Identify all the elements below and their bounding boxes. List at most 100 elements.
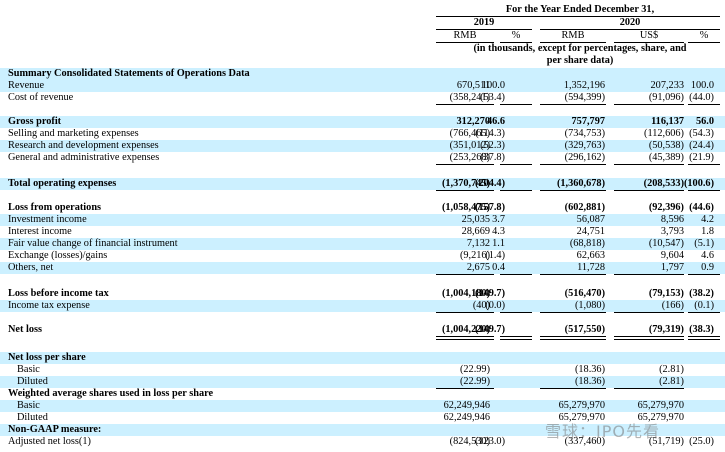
row-value: (516,470) [564,288,605,299]
total-underline [436,312,494,313]
row-label: Research and development expenses [8,140,159,151]
total-underline [436,190,494,191]
row-label: Net loss per share [8,352,86,363]
table-row: Revenue 670,511 100.0 1,352,196 207,233 100.0 [0,80,725,92]
table-row: Loss before income tax (1,004,180) (149.7)… [0,288,725,300]
total-underline [436,164,494,165]
row-label: Net loss [8,324,43,335]
table-row: Net loss per share [0,352,725,364]
table-row: Interest income 28,669 4.3 24,751 3,793 1.8 [0,226,725,238]
total-underline [614,388,684,389]
table-row: Income tax expense (40) (0.0) (1,080) (166) (… [0,300,725,312]
usd-2020-underline [614,42,684,43]
row-label: Diluted [17,412,48,423]
row-value: (22.99) [459,364,490,375]
row-value: (1,058,475) [441,202,490,213]
row-value: (149.7) [474,288,505,299]
row-value: 757,797 [571,116,605,127]
row-value: (1,370,745) [441,178,490,189]
period-underline [436,16,720,17]
row-value: (79,319) [648,324,684,335]
row-value: 46.6 [486,116,505,127]
total-underline [614,164,684,165]
row-label: Adjusted net loss(1) [8,436,91,447]
row-value: 1.8 [701,226,714,237]
row-value: (123.0) [474,436,505,447]
row-value: (517,550) [564,324,605,335]
row-value: 100.0 [690,80,714,91]
row-value: (38.3) [689,324,714,335]
pct-2020-underline [688,42,720,43]
table-row: Summary Consolidated Statements of Opera… [0,68,725,80]
period-header: For the Year Ended December 31, [505,4,655,15]
row-value: (18.36) [574,376,605,387]
table-row: Research and development expenses (351,01… [0,140,725,152]
row-label: Loss from operations [8,202,102,213]
row-value: (149.7) [474,324,505,335]
row-value: 207,233 [650,80,684,91]
row-label: Non-GAAP measure: [8,424,102,435]
row-value: (22.99) [459,376,490,387]
row-value: 3.7 [492,214,505,225]
row-value: (253,268) [449,152,490,163]
row-value: (37.8) [480,152,505,163]
table-row: Basic 62,249,946 65,279,970 65,279,970 [0,400,725,412]
row-value: (824,530) [449,436,490,447]
row-value: (100.6) [683,178,714,189]
total-underline [688,190,720,191]
table-row: Diluted (22.99) (18.36) (2.81) [0,376,725,388]
row-value: (0.1) [694,300,714,311]
units-note: (in thousands, except for percentages, s… [473,43,687,54]
row-label: Weighted average shares used in loss per… [8,388,214,399]
rmb-2020-underline [540,42,606,43]
row-value: 3,793 [660,226,684,237]
year-2020-header: 2020 [619,17,641,28]
row-value: 100.0 [481,80,505,91]
row-value: (602,881) [564,202,605,213]
year-2019-underline [436,29,532,30]
row-value: 2,675 [466,262,490,273]
row-value: (112,606) [644,128,684,139]
row-value: (114.3) [475,128,505,139]
row-label: Investment income [8,214,87,225]
table-row: Investment income 25,035 3.7 56,087 8,596 4.2 [0,214,725,226]
table-row: Selling and marketing expenses (766,465)(… [0,128,725,140]
row-value: (91,096) [648,92,684,103]
table-row: Basic (22.99) (18.36) (2.81) [0,364,725,376]
row-value: 65,279,970 [637,400,684,411]
total-underline [540,104,606,105]
row-label: Diluted [17,376,48,387]
table-row: Net loss (1,004,220) (149.7) (517,550) (79,3… [0,324,725,336]
currency-rmb-2020: RMB [561,30,585,41]
total-underline [540,164,606,165]
row-value: (38.2) [689,288,714,299]
row-label: Gross profit [8,116,62,127]
row-value: (79,153) [648,288,684,299]
row-value: (10,547) [648,238,684,249]
row-value: 62,249,946 [443,412,490,423]
table-row: Cost of revenue (358,241) (53.4) (594,399) (… [0,92,725,104]
row-value: (0.0) [485,300,505,311]
row-value: (92,396) [648,202,684,213]
currency-usd-2020: US$ [639,30,659,41]
row-value: 0.4 [492,262,505,273]
row-value: 8,596 [660,214,684,225]
percent-2019: % [511,30,521,41]
row-value: (734,753) [564,128,605,139]
pct-2019-underline [500,42,532,43]
total-underline [436,104,494,105]
row-value: 28,669 [461,226,490,237]
row-label: Basic [17,400,40,411]
row-value: 65,279,970 [558,400,605,411]
rmb-2019-underline [436,42,494,43]
row-value: (54.3) [689,128,714,139]
total-underline [540,388,606,389]
double-underline [500,336,532,340]
total-underline [614,104,684,105]
row-value: 670,511 [456,80,490,91]
table-row: Fair value change of financial instrumen… [0,238,725,250]
row-value: 9,604 [660,250,684,261]
total-underline [614,190,684,191]
row-value: 24,751 [576,226,605,237]
row-value: 312,270 [456,116,490,127]
